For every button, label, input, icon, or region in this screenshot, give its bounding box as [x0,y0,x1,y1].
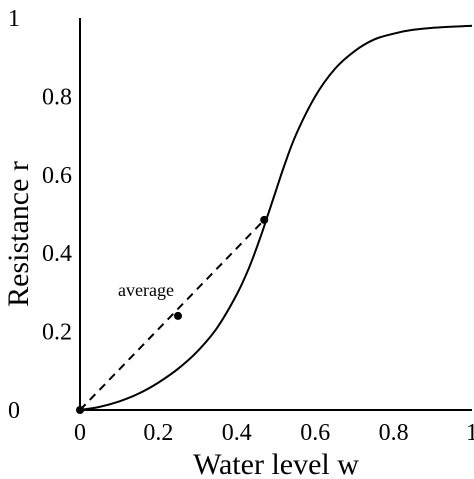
x-axis-label: Water level w [193,448,359,479]
data-point [76,406,84,414]
data-point [174,311,182,320]
x-tick-label: 0.2 [143,420,173,446]
y-tick-labels: 0 0.2 0.4 0.6 0.8 1 [8,6,72,424]
x-tick-label: 1 [466,420,474,446]
x-tick-label: 0 [74,420,86,446]
dashed-average-line [79,219,265,411]
resistance-curve [79,24,473,411]
average-annotation: average [118,280,174,300]
axes [79,18,472,411]
x-tick-label: 0.4 [222,420,252,446]
series-layer [79,24,473,411]
y-axis-label: Resistance r [2,161,35,307]
y-tick-label: 0.4 [42,241,72,267]
y-tick-label: 1 [8,6,20,32]
x-tick-labels: 0 0.2 0.4 0.6 0.8 1 [74,420,474,446]
data-point [260,215,269,224]
x-tick-label: 0.6 [300,420,330,446]
y-tick-label: 0.8 [42,84,72,110]
y-tick-label: 0.6 [42,163,72,189]
points-layer [76,215,269,414]
x-tick-label: 0.8 [379,420,409,446]
y-tick-label: 0 [8,398,20,424]
y-tick-label: 0.2 [42,320,72,346]
